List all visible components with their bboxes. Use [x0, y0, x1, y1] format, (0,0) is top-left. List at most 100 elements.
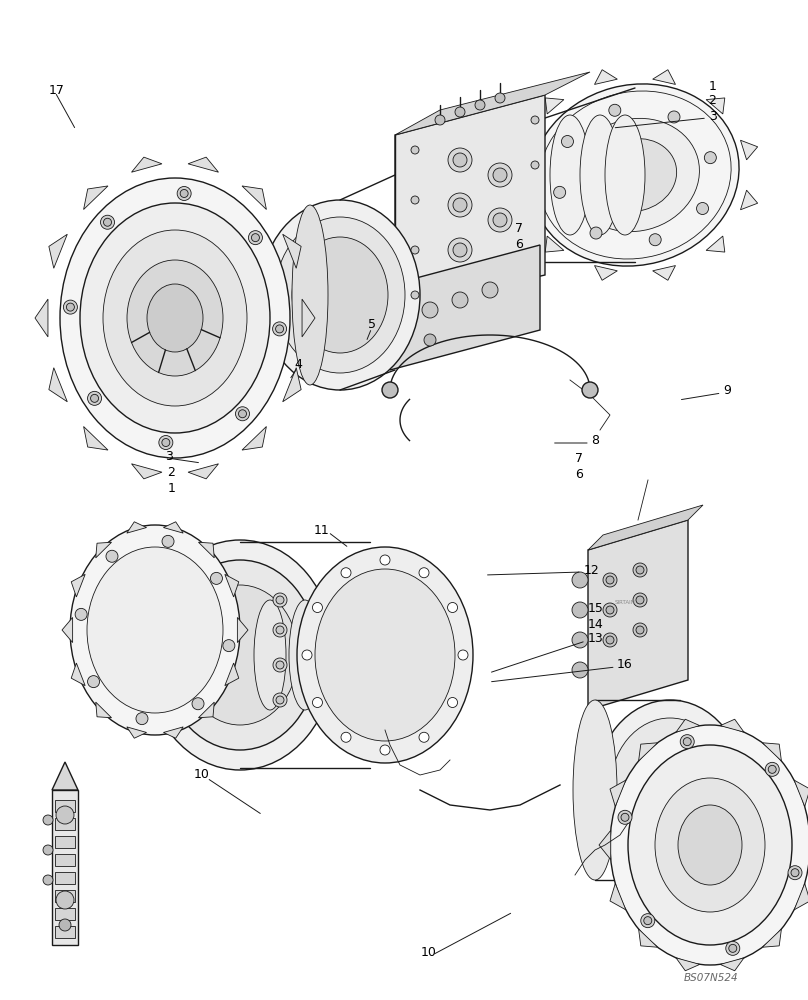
Ellipse shape: [605, 115, 645, 235]
Circle shape: [273, 623, 287, 637]
Polygon shape: [71, 574, 85, 597]
Circle shape: [411, 196, 419, 204]
Polygon shape: [48, 368, 67, 402]
Circle shape: [644, 917, 652, 925]
Text: 14: 14: [587, 617, 603, 631]
Circle shape: [448, 698, 457, 708]
Circle shape: [606, 576, 614, 584]
Circle shape: [488, 163, 512, 187]
Text: 5: 5: [368, 318, 377, 332]
Polygon shape: [83, 186, 108, 209]
Circle shape: [251, 234, 259, 242]
Ellipse shape: [573, 700, 617, 880]
Circle shape: [768, 765, 776, 773]
Polygon shape: [163, 522, 183, 533]
Circle shape: [87, 676, 99, 688]
Circle shape: [162, 535, 174, 547]
Circle shape: [43, 875, 53, 885]
Circle shape: [531, 116, 539, 124]
Ellipse shape: [292, 205, 328, 385]
Polygon shape: [62, 617, 73, 643]
Circle shape: [572, 572, 588, 588]
Ellipse shape: [610, 718, 730, 862]
Circle shape: [649, 234, 661, 246]
Circle shape: [455, 107, 465, 117]
Polygon shape: [225, 574, 239, 597]
Circle shape: [223, 640, 235, 652]
Ellipse shape: [254, 600, 286, 710]
Circle shape: [641, 914, 654, 928]
Circle shape: [572, 602, 588, 618]
Polygon shape: [588, 505, 703, 550]
Ellipse shape: [145, 540, 335, 770]
Text: 16: 16: [617, 658, 632, 672]
Circle shape: [313, 698, 322, 708]
Circle shape: [273, 693, 287, 707]
Circle shape: [159, 436, 173, 450]
Ellipse shape: [103, 230, 247, 406]
Polygon shape: [238, 617, 248, 643]
Circle shape: [448, 238, 472, 262]
Circle shape: [177, 186, 191, 200]
Circle shape: [606, 636, 614, 644]
Circle shape: [273, 658, 287, 672]
Circle shape: [180, 189, 188, 197]
Polygon shape: [706, 236, 725, 252]
Circle shape: [621, 813, 629, 821]
Polygon shape: [395, 72, 590, 135]
Bar: [55, 890, 75, 902]
Circle shape: [302, 650, 312, 660]
Polygon shape: [188, 464, 218, 479]
Circle shape: [100, 215, 115, 229]
Polygon shape: [740, 140, 758, 160]
Circle shape: [608, 104, 621, 116]
Ellipse shape: [275, 217, 405, 373]
Circle shape: [572, 662, 588, 678]
Circle shape: [603, 603, 617, 617]
Ellipse shape: [319, 600, 351, 710]
Text: 6: 6: [515, 238, 523, 251]
Circle shape: [684, 738, 691, 746]
Circle shape: [419, 732, 429, 742]
Bar: [55, 818, 75, 830]
Circle shape: [341, 568, 351, 578]
Circle shape: [136, 713, 148, 725]
Circle shape: [273, 593, 287, 607]
Circle shape: [235, 407, 250, 421]
Circle shape: [422, 302, 438, 318]
Polygon shape: [188, 157, 218, 172]
Polygon shape: [242, 186, 267, 209]
Circle shape: [248, 231, 263, 245]
Circle shape: [668, 111, 680, 123]
Text: 15: 15: [587, 602, 604, 615]
Circle shape: [411, 146, 419, 154]
Circle shape: [636, 596, 644, 604]
Circle shape: [238, 410, 246, 418]
Polygon shape: [512, 140, 529, 160]
Circle shape: [43, 845, 53, 855]
Polygon shape: [676, 719, 700, 732]
Text: 17: 17: [48, 84, 65, 97]
Bar: [55, 908, 75, 920]
Text: 3: 3: [165, 450, 173, 462]
Ellipse shape: [70, 525, 240, 735]
Text: 11: 11: [314, 524, 330, 536]
Circle shape: [453, 153, 467, 167]
Circle shape: [106, 550, 118, 562]
Ellipse shape: [182, 585, 298, 725]
Circle shape: [272, 322, 287, 336]
Ellipse shape: [162, 560, 318, 750]
Circle shape: [87, 391, 102, 405]
Circle shape: [765, 762, 779, 776]
Circle shape: [493, 213, 507, 227]
Ellipse shape: [297, 547, 473, 763]
Polygon shape: [545, 236, 564, 252]
Polygon shape: [242, 427, 267, 450]
Circle shape: [475, 100, 485, 110]
Circle shape: [705, 152, 717, 164]
Circle shape: [633, 563, 647, 577]
Ellipse shape: [628, 745, 792, 945]
Text: 10: 10: [194, 768, 210, 782]
Ellipse shape: [60, 178, 290, 458]
Polygon shape: [83, 427, 108, 450]
